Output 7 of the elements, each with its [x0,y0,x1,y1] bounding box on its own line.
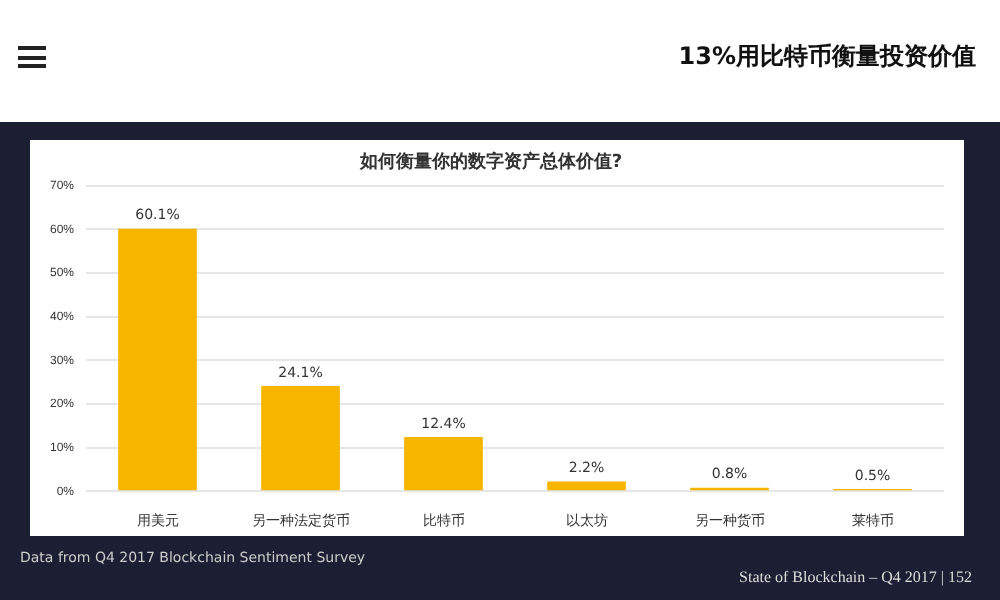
text: State of Blockchain – Q4 2017 | 152 [739,568,972,586]
bar [118,228,197,491]
text: 13%用比特币衡量投资价值 [678,40,976,74]
bar [404,437,483,491]
bar [261,385,340,491]
chart-title: 如何衡量你的数字资产总体价值? [357,151,623,174]
bar [547,481,626,491]
